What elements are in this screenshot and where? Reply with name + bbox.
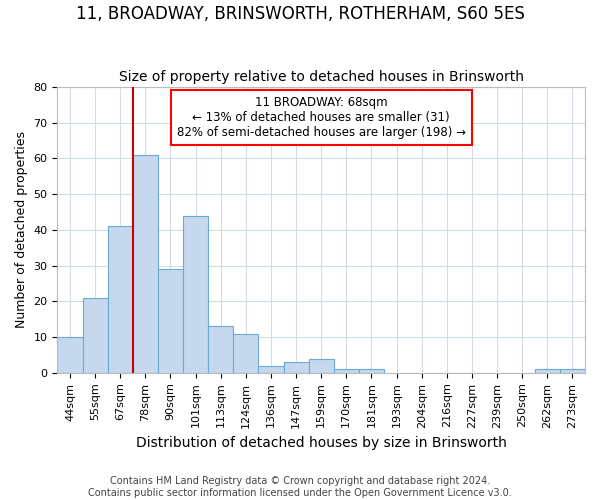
Bar [107,226,133,373]
X-axis label: Distribution of detached houses by size in Brinsworth: Distribution of detached houses by size … [136,436,506,450]
Bar [133,155,158,373]
Bar [560,369,585,373]
Bar [158,269,183,373]
Bar [233,334,259,373]
Y-axis label: Number of detached properties: Number of detached properties [15,132,28,328]
Bar [334,369,359,373]
Bar [58,337,83,373]
Text: 11 BROADWAY: 68sqm
← 13% of detached houses are smaller (31)
82% of semi-detache: 11 BROADWAY: 68sqm ← 13% of detached hou… [177,96,466,138]
Bar [208,326,233,373]
Bar [359,369,384,373]
Bar [183,216,208,373]
Bar [259,366,284,373]
Text: 11, BROADWAY, BRINSWORTH, ROTHERHAM, S60 5ES: 11, BROADWAY, BRINSWORTH, ROTHERHAM, S60… [76,5,524,23]
Bar [535,369,560,373]
Text: Contains HM Land Registry data © Crown copyright and database right 2024.
Contai: Contains HM Land Registry data © Crown c… [88,476,512,498]
Bar [83,298,107,373]
Bar [308,358,334,373]
Bar [284,362,308,373]
Title: Size of property relative to detached houses in Brinsworth: Size of property relative to detached ho… [119,70,524,85]
